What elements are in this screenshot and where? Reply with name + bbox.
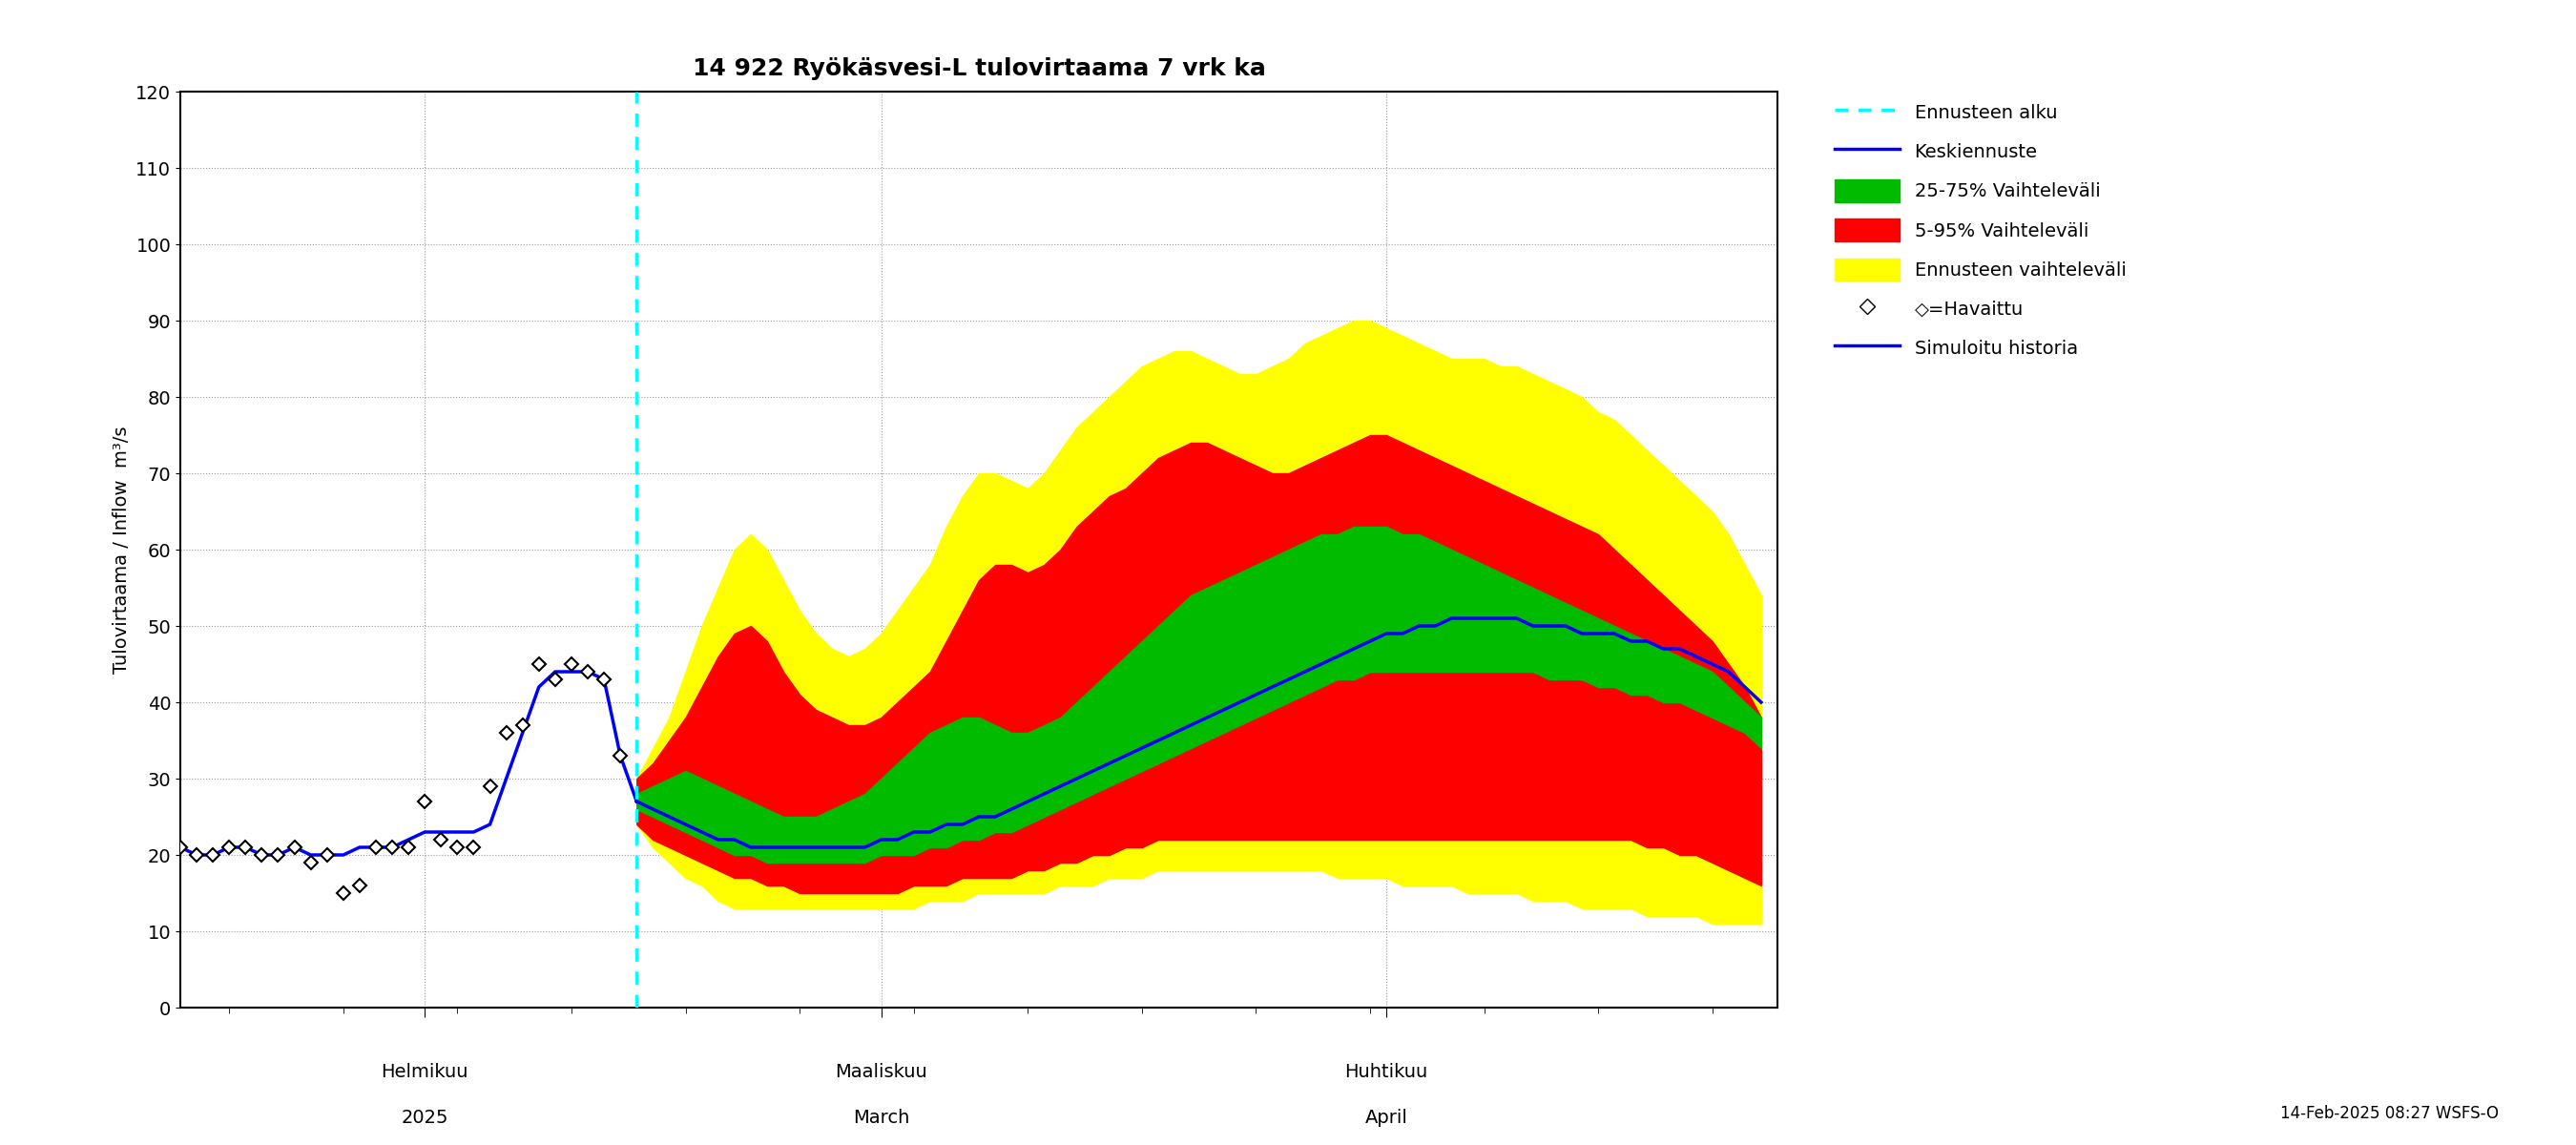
Y-axis label: Tulovirtaama / Inflow  m³/s: Tulovirtaama / Inflow m³/s — [113, 426, 131, 673]
Text: 2025: 2025 — [402, 1108, 448, 1127]
Text: Huhtikuu: Huhtikuu — [1345, 1063, 1427, 1081]
Legend: Ennusteen alku, Keskiennuste, 25-75% Vaihteleväli, 5-95% Vaihteleväli, Ennusteen: Ennusteen alku, Keskiennuste, 25-75% Vai… — [1834, 101, 2125, 360]
Text: Maaliskuu: Maaliskuu — [835, 1063, 927, 1081]
Text: Helmikuu: Helmikuu — [381, 1063, 469, 1081]
Title: 14 922 Ryökäsvesi-L tulovirtaama 7 vrk ka: 14 922 Ryökäsvesi-L tulovirtaama 7 vrk k… — [693, 57, 1265, 80]
Text: March: March — [853, 1108, 909, 1127]
Text: April: April — [1365, 1108, 1406, 1127]
Text: 14-Feb-2025 08:27 WSFS-O: 14-Feb-2025 08:27 WSFS-O — [2280, 1105, 2499, 1122]
